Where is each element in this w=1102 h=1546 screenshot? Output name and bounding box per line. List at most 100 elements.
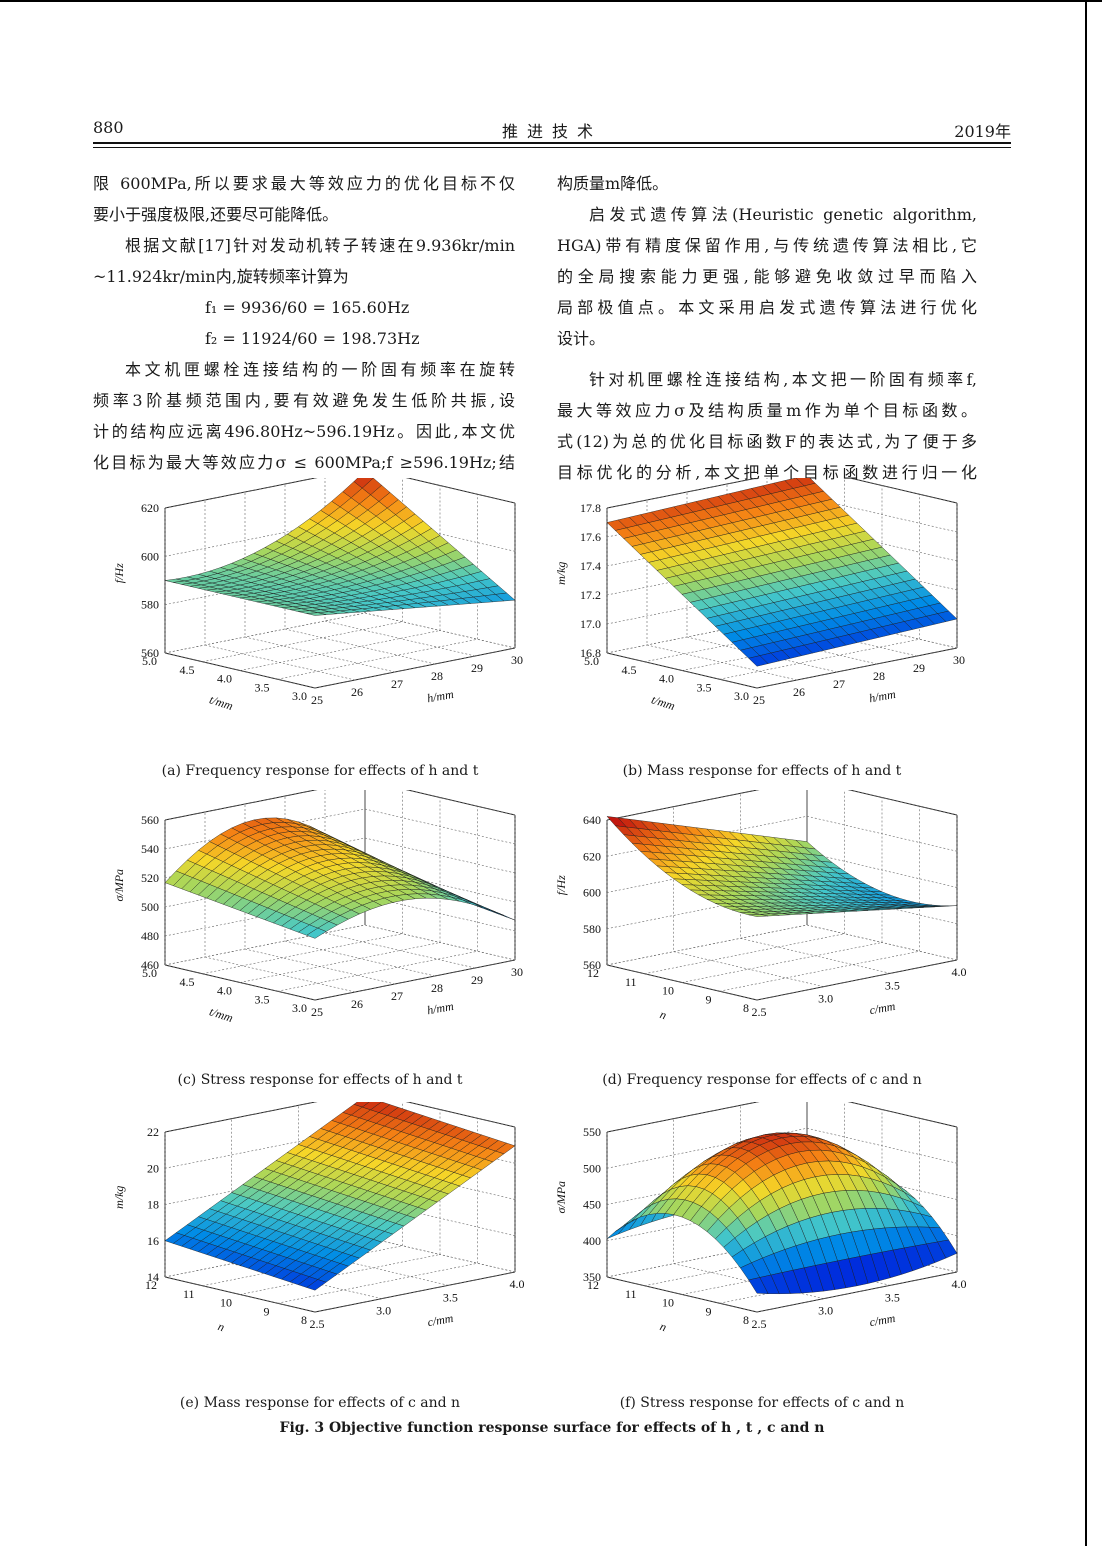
subplot-d-frequency-c-n: 560 580 600 620 640 12 11 10 9 8 2.5 3.0 3.5 4.0 f/Hz n…	[554, 790, 967, 1022]
y-tick-label: 3.0	[818, 1304, 833, 1318]
y-tick-label: 3.5	[443, 1290, 458, 1304]
grid-line	[202, 790, 403, 975]
subplot-a-frequency-h-t: 560 580 600 620 5.0 4.5 4.0 3.5 3.0 25 26 27 28 29 30 f…	[112, 478, 523, 713]
y-tick-label: 30	[953, 653, 965, 667]
grid-line	[164, 790, 366, 966]
x-tick-label: 4.5	[180, 663, 195, 677]
z-tick-label: 580	[583, 922, 601, 936]
y-tick-label: 25	[311, 693, 323, 707]
x-tick-label: 10	[662, 1296, 674, 1310]
x-tick-label: 4.5	[180, 975, 195, 989]
x-tick-label: 4.0	[659, 672, 674, 686]
y-axis-label: h/mm	[426, 687, 455, 705]
z-tick-label: 640	[583, 813, 601, 827]
left-text-column: 限 600MPa,所以要求最大等效应力的优化目标不仅 要小于强度极限,还要尽可能…	[93, 168, 515, 478]
surface-patch	[748, 914, 769, 917]
z-axis-label: σ/MPa	[554, 1181, 568, 1214]
header-rule-thick	[93, 142, 1011, 144]
y-tick-label: 3.5	[885, 1290, 900, 1304]
y-tick-label: 28	[431, 981, 443, 995]
z-tick-label: 17.8	[580, 501, 601, 515]
subplot-caption: (c) Stress response for effects of h and…	[177, 1072, 463, 1088]
z-tick-label: 550	[583, 1125, 601, 1139]
response-surface	[606, 1132, 958, 1294]
y-axis-label: c/mm	[426, 1311, 454, 1329]
grid-line	[606, 1102, 958, 1133]
subplot-caption: (a) Frequency response for effects of h …	[161, 763, 479, 779]
z-tick-label: 500	[141, 900, 159, 914]
x-tick-label: 3.5	[697, 680, 712, 694]
header-rule-thin	[93, 147, 1011, 148]
response-surface	[164, 817, 516, 939]
axes-box	[606, 790, 958, 1001]
x-tick-label: 11	[625, 1287, 637, 1301]
y-tick-label: 28	[873, 669, 885, 683]
surface-patch	[306, 612, 327, 616]
x-tick-label: 8	[301, 1313, 307, 1327]
surface-patch	[748, 655, 769, 667]
y-tick-label: 2.5	[752, 1005, 767, 1019]
y-tick-label: 25	[753, 693, 765, 707]
x-axis-label: n	[658, 1319, 668, 1334]
y-tick-label: 4.0	[952, 965, 967, 979]
x-tick-label: 3.0	[292, 689, 307, 703]
grid-line	[719, 494, 920, 680]
z-tick-label: 620	[583, 849, 601, 863]
y-tick-label: 29	[471, 973, 483, 987]
x-tick-label: 12	[587, 1278, 599, 1292]
z-tick-label: 17.4	[580, 559, 601, 573]
grid-line	[164, 612, 516, 654]
x-tick-label: 4.0	[217, 984, 232, 998]
text-line: 的全局搜索能力更强,能够避免收敛过早而陷入	[557, 267, 977, 286]
y-tick-label: 4.0	[952, 1277, 967, 1291]
text-line: 目标优化的分析,本文把单个目标函数进行归一化	[557, 463, 977, 482]
y-axis-label: h/mm	[426, 999, 455, 1017]
y-tick-label: 27	[833, 677, 845, 691]
surface-patch	[462, 899, 482, 908]
y-tick-label: 2.5	[752, 1317, 767, 1331]
text-line: 启发式遗传算法(Heuristic genetic algorithm,	[589, 205, 977, 224]
x-axis-label: n	[658, 1007, 668, 1022]
response-surface	[164, 478, 516, 616]
x-tick-label: 10	[662, 984, 674, 998]
z-tick-label: 17.2	[580, 588, 601, 602]
grid-line	[681, 797, 883, 983]
z-tick-label: 560	[141, 646, 159, 660]
text-line: 式(12)为总的优化目标函数F的表达式,为了便于多	[557, 432, 977, 451]
z-tick-label: 560	[141, 813, 159, 827]
grid-line	[719, 1118, 920, 1304]
text-line: 计的结构应远离496.80Hz~596.19Hz。因此,本文优	[93, 422, 515, 441]
x-tick-label: 5.0	[142, 966, 157, 980]
grid-line	[164, 924, 516, 966]
grid-line	[756, 503, 958, 689]
z-tick-label: 500	[583, 1161, 601, 1175]
subplot-caption: (f) Stress response for effects of c and…	[619, 1395, 905, 1411]
z-tick-label: 450	[583, 1198, 601, 1212]
z-tick-label: 460	[141, 958, 159, 972]
y-tick-label: 27	[391, 677, 403, 691]
y-tick-label: 2.5	[310, 1317, 325, 1331]
subplot-caption: (e) Mass response for effects of c and n	[179, 1395, 461, 1411]
text-line: 限 600MPa,所以要求最大等效应力的优化目标不仅	[93, 174, 515, 193]
z-tick-label: 14	[147, 1270, 159, 1284]
response-surface	[164, 1102, 516, 1291]
y-tick-label: 29	[913, 661, 925, 675]
grid-line	[644, 790, 845, 975]
grid-line	[681, 1109, 883, 1295]
y-axis-label: c/mm	[868, 999, 896, 1017]
y-tick-label: 27	[391, 989, 403, 1003]
box-edge	[847, 1102, 958, 1128]
x-tick-label: 5.0	[142, 654, 157, 668]
z-tick-label: 18	[147, 1198, 159, 1212]
grid-line	[277, 494, 478, 680]
z-axis-label: m/kg	[112, 1186, 126, 1209]
text-line: HGA)带有精度保留作用,与传统遗传算法相比,它	[557, 236, 977, 255]
surface-patch	[748, 1277, 769, 1294]
x-tick-label: 8	[743, 1001, 749, 1015]
box-edge	[606, 790, 760, 821]
subplot-c-stress-h-t: 460 480 500 520 540 560 5.0 4.5 4.0 3.5 3.0 25 26 27 2…	[112, 790, 523, 1025]
z-tick-label: 560	[583, 958, 601, 972]
x-axis-label: t/mm	[650, 692, 677, 713]
text-line: 根据文献[17]针对发动机转子转速在9.936kr/min	[125, 236, 515, 255]
x-tick-label: 10	[220, 1296, 232, 1310]
